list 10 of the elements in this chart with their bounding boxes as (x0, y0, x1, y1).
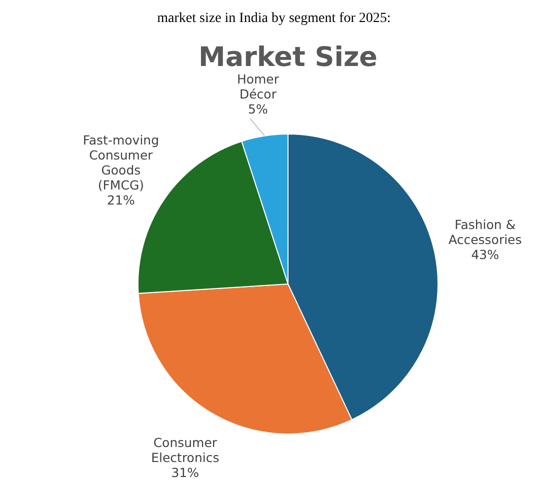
data-label: 43% (471, 246, 500, 262)
data-label: 31% (171, 464, 200, 480)
slice-label: Fast-moving Consumer Goods (FMCG) (82, 132, 160, 192)
data-label: 5% (248, 101, 268, 116)
slice-label: Consumer Electronics (151, 434, 220, 465)
slice-label: Fashion & Accessories (448, 216, 522, 247)
data-label: 21% (107, 192, 135, 208)
chart-title: Market Size (198, 42, 378, 73)
text: market size in India by segment for 2025: (157, 11, 391, 26)
slice-label: Homer Décor (236, 71, 280, 102)
